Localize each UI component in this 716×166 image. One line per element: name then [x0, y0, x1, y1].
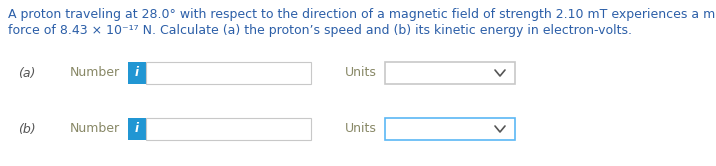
- Text: Units: Units: [345, 67, 377, 80]
- FancyBboxPatch shape: [385, 62, 515, 84]
- FancyBboxPatch shape: [128, 62, 146, 84]
- Text: Number: Number: [70, 123, 120, 135]
- Text: (b): (b): [18, 123, 36, 135]
- FancyBboxPatch shape: [385, 118, 515, 140]
- FancyBboxPatch shape: [128, 118, 146, 140]
- Text: force of 8.43 × 10⁻¹⁷ N. Calculate (a) the proton’s speed and (b) its kinetic en: force of 8.43 × 10⁻¹⁷ N. Calculate (a) t…: [8, 24, 632, 37]
- Text: Number: Number: [70, 67, 120, 80]
- FancyBboxPatch shape: [146, 62, 311, 84]
- Text: i: i: [135, 67, 139, 80]
- Text: i: i: [135, 123, 139, 135]
- Text: Units: Units: [345, 123, 377, 135]
- Text: A proton traveling at 28.0° with respect to the direction of a magnetic field of: A proton traveling at 28.0° with respect…: [8, 8, 716, 21]
- FancyBboxPatch shape: [146, 118, 311, 140]
- Text: (a): (a): [18, 67, 35, 80]
